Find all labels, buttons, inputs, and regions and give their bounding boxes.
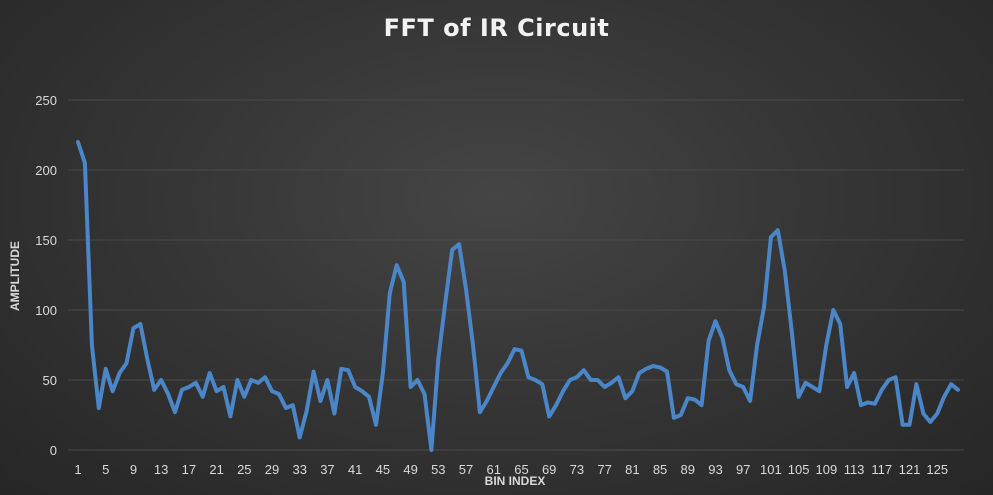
y-tick-label: 150 — [35, 233, 57, 248]
x-tick-label: 93 — [708, 462, 722, 477]
x-tick-label: 41 — [348, 462, 362, 477]
chart-title: FFT of IR Circuit — [383, 14, 610, 42]
x-tick-label: 29 — [265, 462, 279, 477]
grid-lines — [68, 99, 964, 451]
x-tick-label: 25 — [237, 462, 251, 477]
x-tick-label: 33 — [292, 462, 306, 477]
x-tick-label: 101 — [760, 462, 782, 477]
y-axis-ticks: 0 50 100 150 200 250 — [35, 93, 57, 458]
x-tick-label: 13 — [154, 462, 168, 477]
y-tick-label: 50 — [43, 373, 57, 388]
x-tick-label: 97 — [736, 462, 750, 477]
x-axis-ticks: 1 5 9 13 17 21 25 29 33 37 41 45 49 53 57 61 65 69 73 77 81 8… — [74, 462, 948, 477]
y-tick-label: 200 — [35, 163, 57, 178]
x-tick-label: 109 — [815, 462, 837, 477]
x-tick-label: 117 — [871, 462, 892, 477]
x-tick-label: 45 — [376, 462, 390, 477]
x-tick-label: 53 — [431, 462, 445, 477]
x-tick-label: 105 — [788, 462, 810, 477]
x-tick-label: 81 — [625, 462, 639, 477]
x-tick-label: 1 — [74, 462, 81, 477]
y-axis-label: AMPLITUDE — [8, 241, 22, 311]
x-tick-label: 125 — [926, 462, 948, 477]
y-tick-label: 100 — [35, 303, 57, 318]
x-tick-label: 77 — [597, 462, 611, 477]
x-tick-label: 61 — [487, 462, 501, 477]
x-tick-label: 73 — [570, 462, 584, 477]
x-axis-label: BIN INDEX — [485, 474, 546, 488]
x-tick-label: 5 — [102, 462, 109, 477]
x-tick-label: 89 — [681, 462, 695, 477]
x-tick-label: 121 — [899, 462, 921, 477]
x-tick-label: 21 — [209, 462, 223, 477]
fft-amplitude-series-line — [76, 140, 960, 452]
x-tick-label: 37 — [320, 462, 334, 477]
x-tick-label: 69 — [542, 462, 556, 477]
x-tick-label: 49 — [403, 462, 417, 477]
x-tick-label: 85 — [653, 462, 667, 477]
x-tick-label: 9 — [130, 462, 137, 477]
x-tick-label: 57 — [459, 462, 473, 477]
y-tick-label: 250 — [35, 93, 57, 108]
x-tick-label: 65 — [514, 462, 528, 477]
x-tick-label: 113 — [844, 462, 865, 477]
y-tick-label: 0 — [50, 443, 57, 458]
x-tick-label: 17 — [182, 462, 196, 477]
